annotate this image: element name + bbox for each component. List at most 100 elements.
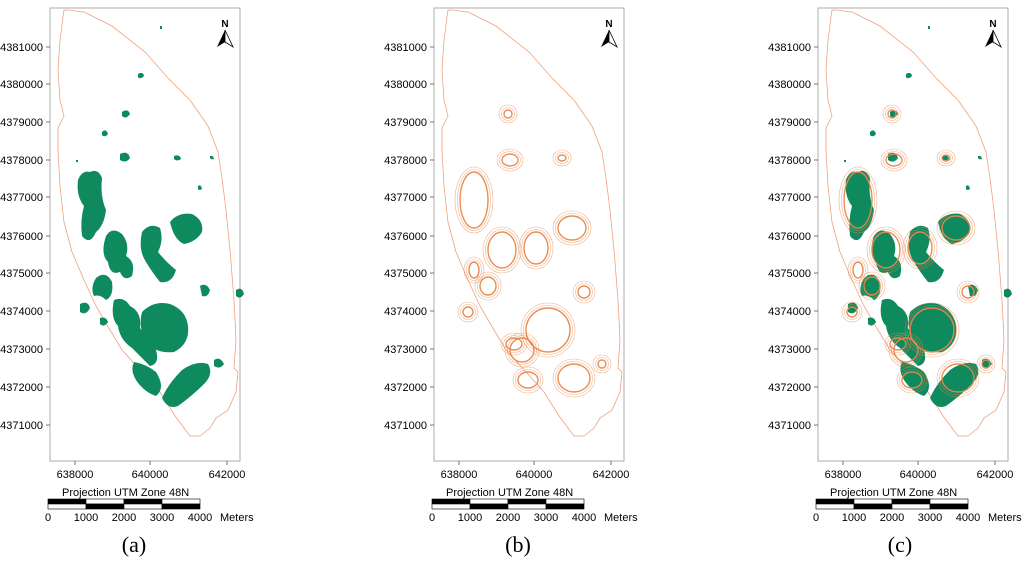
contour-line [479,276,497,296]
contour-line [557,154,567,162]
cluster-patch [174,155,181,161]
contour-line [496,148,524,172]
cluster-patch [880,298,926,366]
cluster-patch [132,362,161,396]
contour-line [861,274,883,298]
y-tick-label: 4377000 [384,192,427,204]
contour-line [500,332,528,356]
north-label: N [989,19,996,30]
cluster-patch [942,155,949,161]
y-tick-label: 4380000 [768,79,811,91]
contour-line [866,226,906,274]
contour-line [509,337,535,363]
contour-line [517,371,539,389]
cluster-patch [100,317,108,326]
north-label: N [605,19,612,30]
cluster-patch [966,185,970,190]
contour-line [884,332,912,356]
contour-line [505,337,523,351]
contour-line [885,107,899,121]
y-tick-label: 4375000 [384,268,427,280]
cluster-patch [140,225,176,283]
cluster-patch [930,362,979,407]
contour-line [843,171,873,229]
y-tick-label: 4381000 [768,42,811,54]
contour-line [841,301,863,323]
y-tick-label: 4371000 [768,420,811,432]
map-frame [49,7,241,462]
contour-line [557,215,587,241]
scale-tick-label: 3000 [150,512,174,524]
cluster-patch [120,152,130,162]
contour-line [459,171,489,229]
scale-tick-label: 1000 [74,512,98,524]
cluster-patch [236,288,244,298]
contour-line [501,153,519,167]
cluster-patch [102,130,108,137]
contour-line [518,226,554,270]
contour-line [936,210,976,246]
contour-line [466,259,482,281]
cluster-patch [978,155,982,160]
cluster-patch [170,213,203,244]
scale-tick-label: 3000 [534,512,558,524]
scale-tick-label: 4000 [188,512,212,524]
contour-line [863,276,881,296]
contour-line [941,154,951,162]
contour-line [899,369,925,391]
contour-line [504,332,540,368]
y-tick-label: 4379000 [768,117,811,129]
y-tick-label: 4373000 [384,344,427,356]
y-tick-label: 4379000 [384,117,427,129]
scale-bar [47,498,201,510]
scale-tick-label: 1000 [842,512,866,524]
contour-line [961,285,975,299]
panel-label-c: (c) [887,532,913,557]
contour-line [457,169,491,231]
x-tick-label: 638000 [441,469,478,481]
contour-line [555,361,593,395]
contour-line [939,361,977,395]
y-tick-label: 4374000 [384,306,427,318]
cluster-patch [928,26,930,29]
contour-line [941,215,971,241]
cluster-patch [908,303,957,353]
y-tick-label: 4373000 [0,344,43,356]
scale-tick-label: 1000 [458,512,482,524]
contour-line [905,229,935,267]
contour-line [976,354,996,374]
contour-line [880,148,908,172]
contour-line [847,256,869,284]
contour-line [846,306,858,318]
scale-tick-label: 0 [429,512,435,524]
contour-line [956,280,980,304]
north-label: N [221,19,228,30]
cluster-patch [122,110,130,118]
x-tick-label: 640000 [516,469,553,481]
y-tick-label: 4372000 [768,382,811,394]
contour-line [572,280,596,304]
contour-line [457,301,479,323]
contour-line [487,231,517,269]
cluster-patch [906,72,912,79]
map-frame [817,7,1009,462]
x-tick-label: 642000 [593,469,630,481]
y-tick-label: 4374000 [768,306,811,318]
cluster-patch [210,155,214,160]
contour-line [498,104,518,124]
contour-line [871,231,901,269]
contour-line [939,213,973,243]
contour-line [852,261,864,279]
y-tick-label: 4376000 [768,231,811,243]
contour-line [841,169,875,231]
cluster-patch [214,358,224,368]
contour-line [523,305,573,355]
cluster-patch [140,303,189,353]
contour-line [597,359,607,369]
cluster-patch [198,185,202,190]
contour-line [485,229,519,271]
y-tick-label: 4376000 [0,231,43,243]
contour-line [523,231,549,265]
contour-line [512,366,544,394]
